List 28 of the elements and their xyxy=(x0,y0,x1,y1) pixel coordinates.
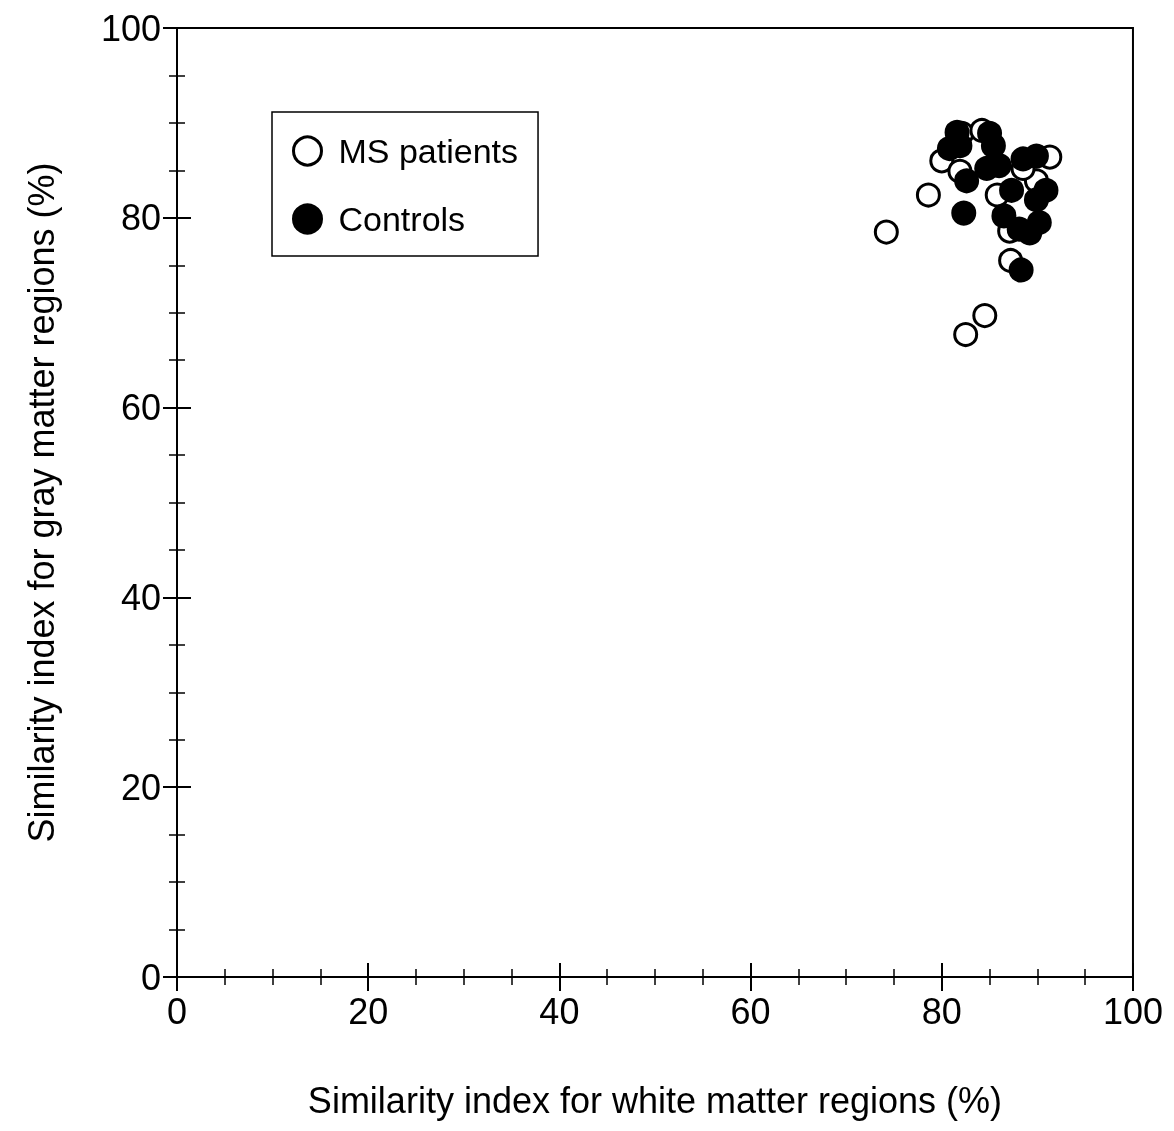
y-tick-label: 100 xyxy=(100,7,161,49)
legend-label: Controls xyxy=(338,200,466,238)
y-tick-label: 80 xyxy=(120,197,161,239)
x-tick-label: 0 xyxy=(166,990,188,1032)
point xyxy=(999,177,1025,203)
point xyxy=(972,303,998,329)
y-tick-label: 20 xyxy=(120,766,161,808)
y-axis-title: Similarity index for gray matter regions (%) xyxy=(20,162,62,843)
point xyxy=(954,168,980,194)
legend-label: MS patients xyxy=(338,132,519,170)
point xyxy=(915,182,941,208)
point xyxy=(951,200,977,226)
y-tick-label: 40 xyxy=(120,576,161,618)
point xyxy=(953,322,979,348)
point xyxy=(980,133,1006,159)
point xyxy=(991,203,1017,229)
x-tick-label: 20 xyxy=(348,990,389,1032)
x-tick-label: 100 xyxy=(1102,990,1164,1032)
point xyxy=(1023,187,1049,213)
point xyxy=(1026,210,1052,236)
point xyxy=(873,219,899,245)
x-axis-title: Similarity index for white matter regions (%) xyxy=(307,1079,1003,1121)
x-tick-label: 40 xyxy=(539,990,580,1032)
x-tick-label: 60 xyxy=(730,990,771,1032)
y-tick-label: 60 xyxy=(120,387,161,429)
point xyxy=(1008,257,1034,283)
x-tick-label: 80 xyxy=(921,990,962,1032)
y-tick-label: 0 xyxy=(140,956,161,998)
